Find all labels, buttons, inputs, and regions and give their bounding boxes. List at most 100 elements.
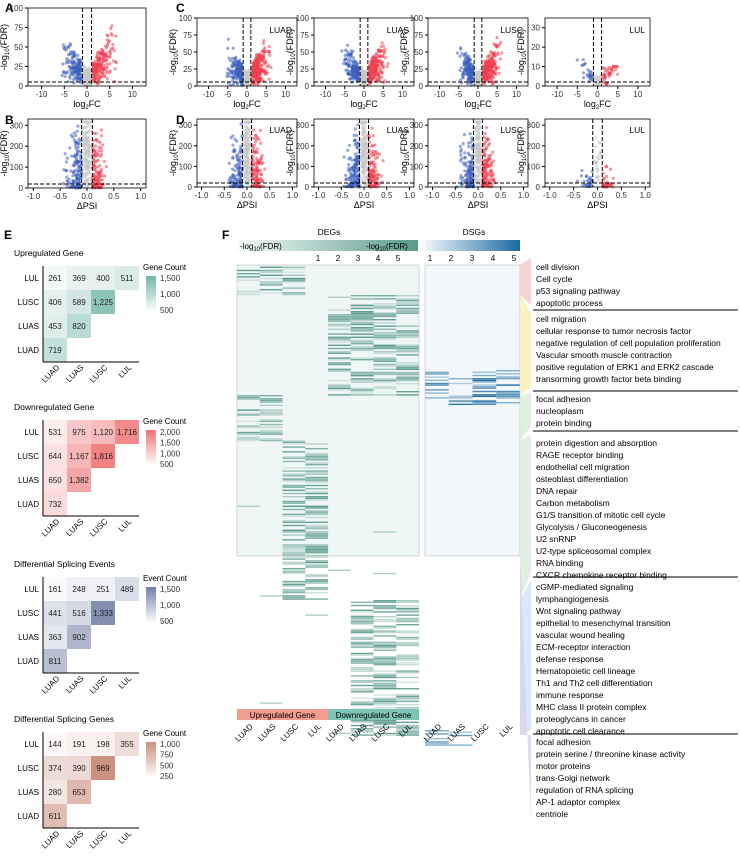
down-point xyxy=(469,183,473,187)
up-point xyxy=(105,77,109,81)
down-point xyxy=(226,46,230,51)
legend-tick-label: 500 xyxy=(160,617,174,626)
x-tick-label: -0.5 xyxy=(217,191,231,200)
deg-cell xyxy=(282,446,306,448)
deg-cell xyxy=(237,409,260,411)
down-point xyxy=(464,62,468,66)
down-point xyxy=(459,174,463,178)
down-point xyxy=(63,74,67,79)
ns-point xyxy=(364,142,368,146)
deg-cell xyxy=(328,338,351,340)
up-point xyxy=(259,173,264,177)
up-point xyxy=(484,66,488,70)
down-point xyxy=(351,49,355,54)
dsg-cell xyxy=(425,379,449,381)
deg-cell xyxy=(350,620,374,623)
down-point xyxy=(355,167,359,171)
up-point xyxy=(97,145,101,149)
ns-point xyxy=(88,167,92,171)
enrichment-term: endothelial cell migration xyxy=(536,462,630,472)
deg-cell xyxy=(373,632,397,634)
deg-cell xyxy=(350,680,374,682)
deg-cell xyxy=(237,425,260,427)
ns-point xyxy=(86,155,90,159)
enrichment-term: RNA binding xyxy=(536,558,584,568)
deg-cell xyxy=(259,425,283,427)
deg-cell xyxy=(396,657,420,659)
deg-cell xyxy=(373,379,397,382)
up-point xyxy=(605,81,610,86)
deg-cell xyxy=(373,368,397,370)
deg-cell xyxy=(373,606,397,608)
cell-value: 531 xyxy=(48,428,62,437)
term-group-4: cGMP-mediated signalinglymphangiogenesis… xyxy=(536,582,671,736)
deg-cell xyxy=(373,648,397,650)
deg-cell xyxy=(237,433,260,435)
deg-cell xyxy=(350,307,374,310)
up-point xyxy=(604,165,609,169)
down-point xyxy=(226,37,230,41)
up-point xyxy=(605,183,609,187)
subplot-title: LUAD xyxy=(269,125,292,135)
cell-value: 969 xyxy=(96,764,110,773)
down-point xyxy=(467,54,471,58)
y-tick-label: 75 xyxy=(300,31,309,40)
x-tick-label: 0.0 xyxy=(358,191,370,200)
ns-point xyxy=(475,148,479,152)
cell-value: 191 xyxy=(72,740,86,749)
y-tick-label: 200 xyxy=(410,142,424,151)
deg-cell xyxy=(350,375,374,377)
deg-cell xyxy=(259,292,283,294)
up-point xyxy=(102,55,106,59)
deg-cell xyxy=(282,456,306,458)
down-point xyxy=(575,58,579,62)
up-point xyxy=(96,77,100,81)
up-point xyxy=(92,158,96,162)
enrichment-term: Glycolysis / Gluconeogenesis xyxy=(536,522,647,532)
up-point xyxy=(114,60,118,64)
deg-cell xyxy=(396,336,420,338)
ns-point xyxy=(594,78,598,82)
down-point xyxy=(232,183,236,188)
deg-cell xyxy=(396,664,420,666)
down-point xyxy=(233,137,237,141)
down-point xyxy=(470,160,474,164)
up-point xyxy=(482,135,486,139)
enrichment-term: AP-1 adaptor complex xyxy=(536,797,621,807)
deg-column-label: LUAS xyxy=(256,722,277,743)
cell-value: 516 xyxy=(72,609,86,618)
up-point xyxy=(380,62,384,66)
up-point xyxy=(489,178,493,182)
col-label: LUSC xyxy=(88,674,110,696)
down-point xyxy=(68,68,72,72)
deg-scale-tick: 5 xyxy=(396,254,401,263)
deg-cell xyxy=(373,681,397,683)
dsg-cell xyxy=(425,742,449,745)
deg-cell xyxy=(328,351,351,353)
ns-point xyxy=(243,152,248,156)
downregulated-bar xyxy=(328,709,419,720)
dsg-scale-tick: 3 xyxy=(470,254,475,263)
deg-cell xyxy=(396,378,420,380)
deg-column-label: LUL xyxy=(306,722,323,739)
deg-cell xyxy=(396,697,420,699)
deg-cell xyxy=(373,306,397,308)
up-point xyxy=(101,143,105,147)
row-label: LUSC xyxy=(18,764,40,773)
ns-point xyxy=(85,72,89,76)
down-point xyxy=(463,68,467,72)
ns-point xyxy=(85,136,89,140)
deg-cell xyxy=(282,568,306,570)
down-point xyxy=(349,55,353,59)
deg-cell xyxy=(396,638,420,640)
up-point xyxy=(383,47,387,51)
deg-cell xyxy=(373,600,397,602)
deg-heatmap-frame xyxy=(236,264,420,557)
ns-point xyxy=(82,172,86,176)
deg-cell xyxy=(259,399,283,402)
subplot-title: LUAS xyxy=(387,125,410,135)
dsg-cell xyxy=(472,374,497,377)
x-tick-label: -10 xyxy=(551,90,563,99)
row-label: LUAS xyxy=(18,633,39,642)
up-point xyxy=(484,125,489,130)
